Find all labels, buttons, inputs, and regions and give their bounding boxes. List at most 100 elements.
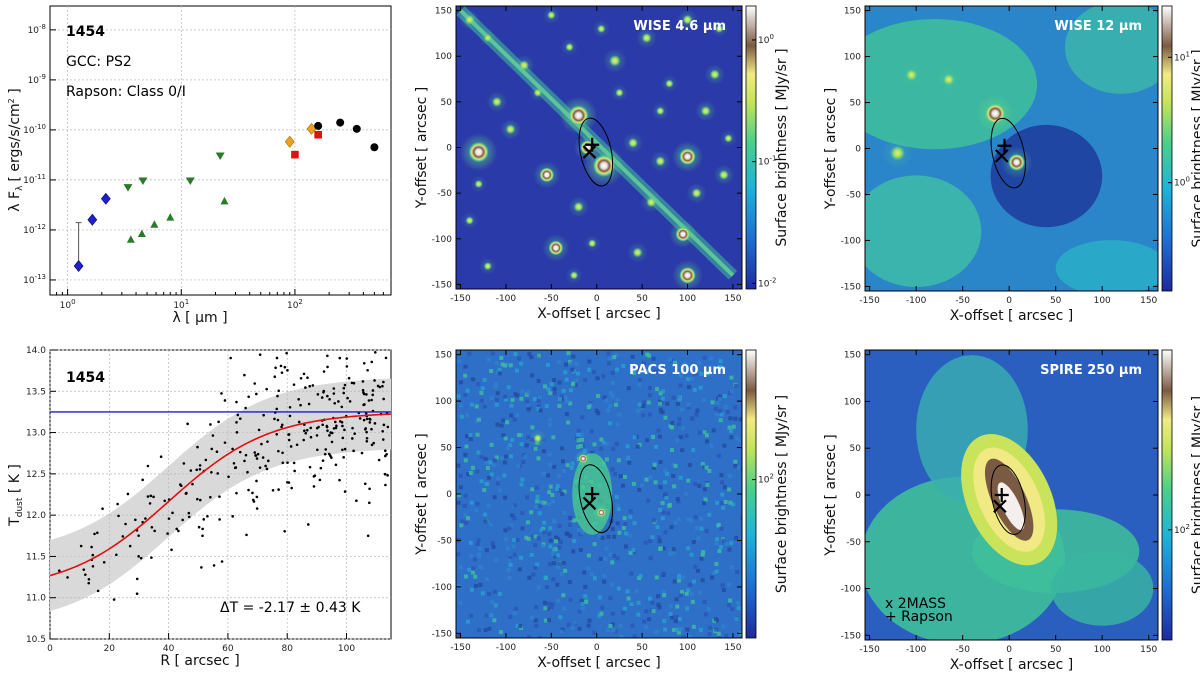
pacs100-noise-pixel [546,387,551,392]
tdust-point [255,392,258,396]
pacs100-noise-pixel [563,370,568,375]
pacs100-noise-pixel [586,553,591,558]
tdust-point [365,437,369,440]
pacs100-noise-pixel [722,443,727,448]
tdust-point [306,376,309,380]
pacs100-noise-pixel [541,471,546,476]
pacs100-noise-pixel [456,359,461,364]
tdust-point [363,482,367,486]
pacs100-noise-pixel [580,530,585,535]
pacs100-noise-pixel [708,356,713,361]
pacs100-noise-pixel [557,403,562,408]
pacs100-noise-pixel [661,571,666,576]
wise46-source [655,156,666,167]
tdust-point [201,534,204,538]
tdust-point [275,432,279,436]
tdust-point [367,399,371,402]
tdust-point [343,383,347,387]
pacs100-noise-pixel [610,527,615,532]
tdust-point [265,387,268,391]
pacs100-noise-pixel [612,553,617,558]
pacs100-noise-pixel [570,625,575,630]
pacs100-noise-pixel [604,441,609,446]
wise12-2mass-marker [994,149,1009,163]
pacs100-noise-pixel [676,630,681,635]
tdust-point [308,465,312,469]
pacs100-noise-pixel [736,601,741,606]
wise12-x-tick-label: 100 [1094,296,1111,306]
pacs100-noise-pixel [489,442,494,447]
pacs100-noise-pixel [536,407,541,412]
pacs100-noise-pixel [534,504,539,509]
pacs100-noise-pixel [675,496,680,501]
pacs100-noise-pixel [653,480,658,485]
tdust-point [373,379,376,382]
pacs100-noise-pixel [607,403,612,408]
tdust-point [197,525,201,529]
tdust-x-tick-label: 40 [163,644,175,654]
pacs100-noise-pixel [548,417,553,422]
pacs100-noise-pixel [467,351,472,356]
pacs100-noise-pixel [676,499,681,504]
tdust-point [280,423,284,427]
tdust-y-tick-label: 10.5 [26,635,46,645]
pacs100-noise-pixel [681,575,686,580]
pacs100-noise-pixel [524,535,529,540]
pacs100-noise-pixel [482,488,487,493]
pacs100-noise-pixel [677,616,682,621]
pacs100-noise-pixel [684,433,689,438]
tdust-point [385,452,388,456]
tdust-point [181,518,184,522]
pacs100-noise-pixel [488,612,493,617]
tdust-point [338,478,341,482]
tdust-point [341,436,345,440]
pacs100-noise-pixel [490,600,495,605]
pacs100-noise-pixel [645,438,650,443]
spire250-image [865,350,1158,640]
pacs100-noise-pixel [568,597,573,602]
pacs100-noise-pixel [660,501,665,506]
tdust-point [220,392,223,395]
pacs100-noise-pixel [508,562,513,567]
pacs100-noise-pixel [508,614,513,619]
pacs100-noise-pixel [615,503,620,508]
wise12-image [865,6,1158,291]
pacs100-noise-pixel [690,599,695,604]
tdust-point [198,467,202,471]
tdust-point [150,525,154,529]
tdust-point [277,488,280,491]
tdust-point [360,451,364,455]
pacs100-noise-pixel [734,616,739,621]
tdust-point [152,495,155,499]
tdust-point [177,529,180,533]
tdust-point [309,435,313,439]
tdust-point [318,478,322,482]
tdust-point [215,450,219,454]
pacs100-noise-pixel [494,360,499,365]
pacs100-noise-pixel [675,438,680,443]
tdust-point [187,511,191,515]
pacs100-noise-pixel [650,600,655,605]
pacs100-noise-pixel [632,634,637,638]
wise46-source [464,14,475,25]
pacs100-noise-pixel [513,352,518,357]
pacs100-noise-pixel [691,579,696,584]
tdust-point [372,441,375,445]
tdust-point [182,462,186,465]
pacs100-noise-pixel [480,386,485,391]
pacs100-noise-pixel [670,425,675,430]
wise46-source [656,106,665,116]
pacs100-noise-pixel [493,603,498,608]
pacs100-noise-pixel [478,546,483,551]
pacs100-noise-pixel [714,627,719,632]
tdust-point [273,417,276,421]
wise12-x-label: X-offset [ arcsec ] [950,308,1073,324]
tdust-point [327,452,331,456]
pacs100-noise-pixel [520,477,525,482]
pacs100-noise-pixel [537,585,542,590]
pacs100-noise-pixel [526,435,531,440]
pacs100-noise-pixel [463,392,468,397]
pacs100-noise-pixel [535,494,540,499]
pacs100-noise-pixel [693,515,698,520]
pacs100-noise-pixel [548,562,553,567]
